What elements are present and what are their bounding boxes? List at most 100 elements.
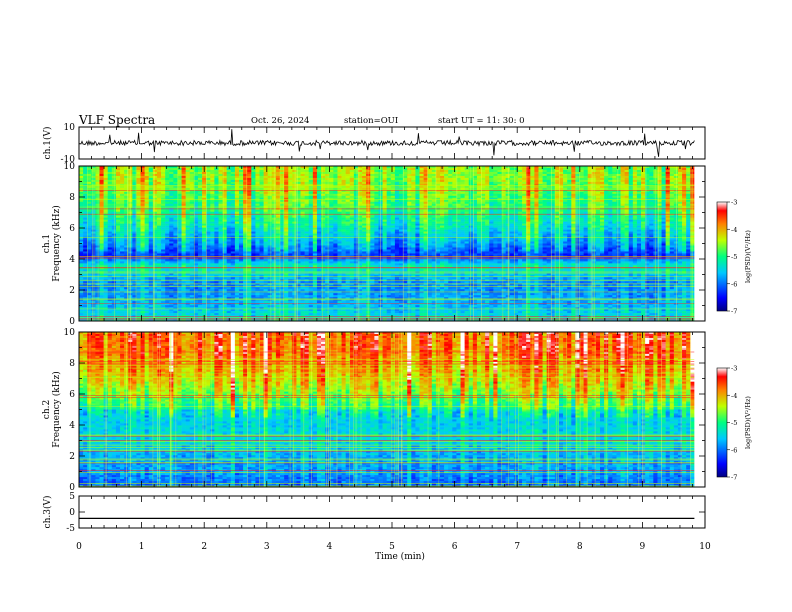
spectrogram-cell: [374, 171, 379, 175]
spectrogram-cell: [563, 173, 568, 177]
spectrogram-cell: [329, 219, 334, 222]
spectrogram-cell: [349, 166, 355, 169]
spectrogram-cell: [263, 167, 269, 171]
spectrogram-cell: [230, 201, 236, 205]
spectrogram-cell: [554, 221, 560, 224]
spectrogram-cell: [440, 181, 445, 185]
spectrogram-cell: [460, 173, 465, 177]
spectrogram-cell: [115, 209, 121, 213]
spectrogram-cell: [161, 219, 166, 222]
spectrogram-cell: [210, 193, 215, 197]
spectrogram-cell: [444, 181, 449, 185]
spectrogram-cell: [341, 169, 346, 173]
spectrogram-cell: [321, 166, 326, 169]
spectrogram-cell: [247, 209, 252, 213]
spectrogram-cell: [181, 201, 186, 205]
spectrogram-cell: [103, 215, 109, 218]
spectrogram-cell: [415, 199, 420, 203]
spectrogram-cell: [448, 181, 453, 185]
spectrogram-cell: [337, 199, 342, 203]
spectrogram-cell: [686, 209, 691, 213]
spectrogram-cell: [431, 191, 437, 195]
spectrogram-cell: [161, 185, 166, 189]
spectrogram-cell: [464, 179, 470, 183]
spectrogram-cell: [304, 219, 310, 222]
spectrogram-cell: [222, 167, 227, 171]
spectrogram-cell: [79, 166, 84, 169]
spectrogram-cell: [312, 166, 318, 169]
spectrogram-cell: [661, 171, 666, 175]
spectrogram-cell: [620, 227, 625, 230]
spectrogram-cell: [435, 173, 441, 177]
spectrogram-cell: [509, 217, 515, 220]
spectrogram-cell: [677, 225, 683, 228]
spectrogram-cell: [202, 215, 207, 218]
spectrogram-cell: [682, 191, 687, 195]
spectrogram-cell: [267, 177, 273, 181]
spectrogram-cell: [677, 195, 683, 199]
spectrogram-cell: [267, 217, 273, 220]
spectrogram-cell: [390, 175, 396, 179]
spectrogram-cell: [485, 199, 490, 203]
spectrogram-cell: [550, 191, 556, 195]
spectrogram-cell: [464, 185, 470, 189]
spectrogram-cell: [546, 221, 552, 224]
spectrogram-cell: [632, 187, 638, 191]
spectrogram-cell: [661, 189, 666, 193]
spectrogram-cell: [394, 209, 400, 213]
spectrogram-cell: [357, 175, 363, 179]
spectrogram-cell: [185, 209, 191, 213]
spectrogram-cell: [95, 166, 100, 169]
spectrogram-cell: [398, 195, 404, 199]
spectrogram-cell: [489, 225, 494, 228]
spectrogram-cell: [407, 169, 412, 173]
spectrogram-cell: [304, 199, 310, 203]
spectrogram-cell: [234, 183, 240, 187]
spectrogram-cell: [427, 209, 433, 213]
spectrogram-cell: [636, 187, 642, 191]
spectrogram-cell: [677, 203, 683, 207]
spectrogram-cell: [267, 203, 273, 207]
spectrogram-cell: [169, 195, 174, 199]
spectrogram-cell: [542, 193, 547, 197]
spectrogram-cell: [394, 201, 400, 205]
spectrogram-cell: [214, 195, 219, 199]
spectrogram-cell: [284, 181, 289, 185]
spectrogram-cell: [193, 181, 199, 185]
spectrogram-cell: [251, 217, 256, 220]
spectrogram-cell: [79, 189, 84, 193]
spectrogram-cell: [558, 167, 564, 171]
spectrogram-cell: [673, 215, 679, 218]
spectrogram-cell: [357, 191, 363, 195]
spectrogram-cell: [136, 177, 141, 181]
spectrogram-cell: [214, 199, 219, 203]
spectrogram-cell: [558, 169, 564, 173]
spectrogram-cell: [255, 189, 260, 193]
spectrogram-cell: [497, 195, 502, 199]
spectrogram-cell: [181, 185, 186, 189]
spectrogram-cell: [275, 211, 281, 214]
spectrogram-cell: [382, 191, 387, 195]
spectrogram-cell: [591, 221, 597, 224]
spectrogram-cell: [448, 195, 453, 199]
spectrogram-cell: [419, 217, 424, 220]
spectrogram-cell: [669, 169, 675, 173]
spectrogram-cell: [575, 166, 580, 169]
spectrogram-cell: [238, 171, 244, 175]
spectrogram-cell: [222, 173, 227, 177]
spectrogram-cell: [550, 167, 556, 171]
spectrogram-cell: [288, 217, 293, 220]
spectrogram-cell: [386, 203, 392, 207]
spectrogram-cell: [509, 166, 515, 169]
spectrogram-cell: [156, 191, 162, 195]
spectrogram-cell: [99, 227, 104, 230]
spectrogram-cell: [300, 169, 305, 173]
spectrogram-cell: [423, 171, 429, 175]
spectrogram-cell: [165, 223, 170, 226]
spectrogram-cell: [394, 177, 400, 181]
spectrogram-cell: [460, 221, 465, 224]
spectrogram-cell: [386, 229, 392, 232]
spectrogram-cell: [407, 173, 412, 177]
spectrogram-cell: [263, 221, 269, 224]
spectrogram-cell: [481, 209, 486, 213]
